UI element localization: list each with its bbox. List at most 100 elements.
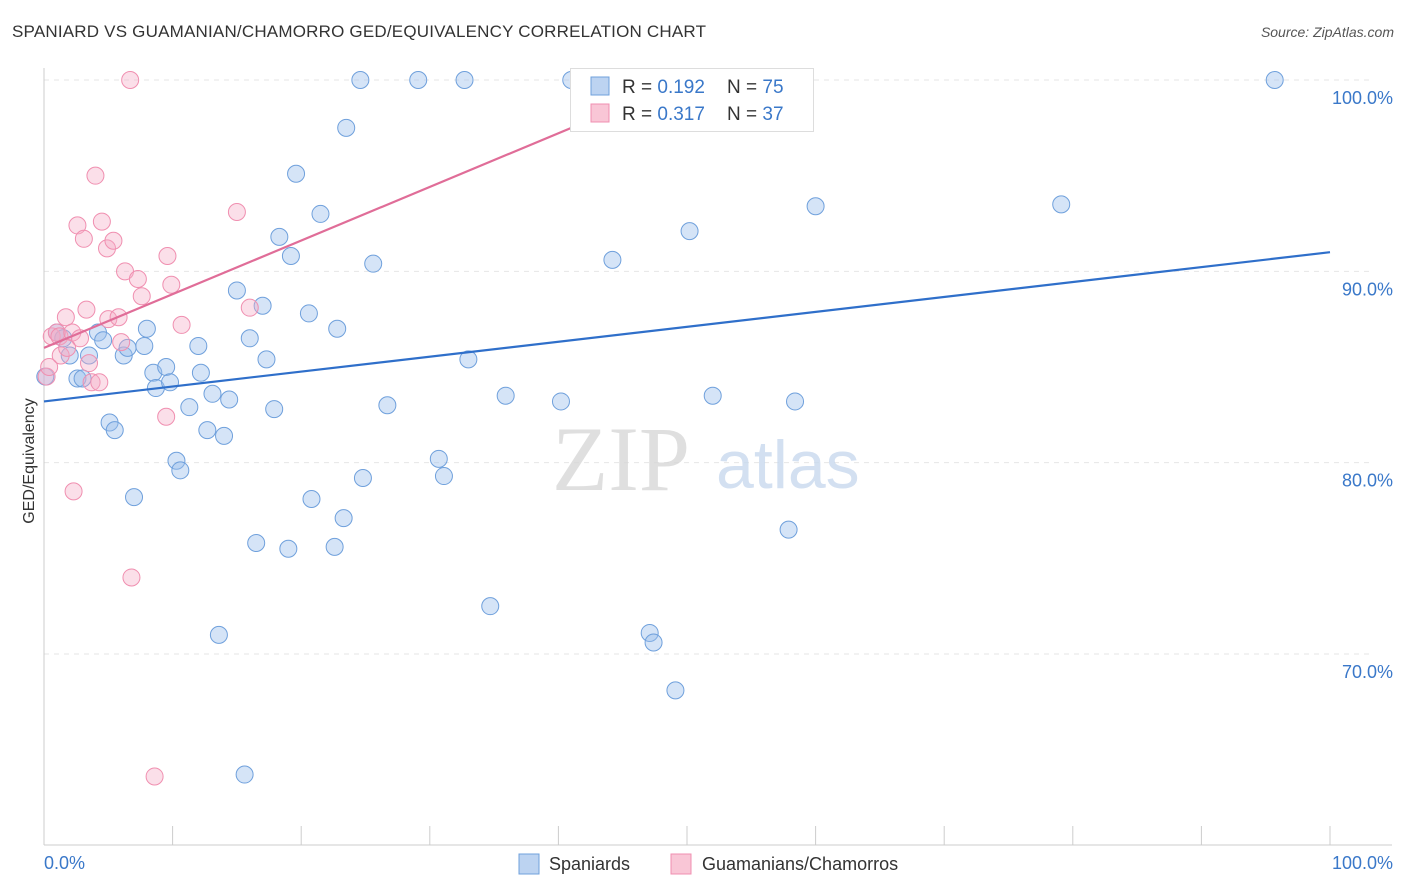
spaniard-point-30 [227,281,246,300]
guamanian-point-12 [80,354,99,373]
spaniard-point-69 [786,392,805,411]
spaniard-point-46 [334,509,353,528]
spaniard-point-57 [481,597,500,616]
legend-swatch-spaniards [590,76,610,96]
watermark-atlas: atlas [716,427,860,503]
series-spaniards [36,71,1284,784]
spaniard-point-28 [215,426,234,445]
guamanian-point-19 [104,231,123,250]
bottom-label-guamanians: Guamanians/Chamorros [702,854,898,874]
guamanian-point-10 [74,229,93,248]
spaniard-point-66 [680,222,699,241]
spaniard-point-39 [281,247,300,266]
guamanian-point-5 [56,308,75,327]
guamanian-point-23 [121,71,140,89]
y-tick-label-70: 70.0% [1342,662,1393,682]
y-axis-label: GED/Equivalency [21,398,38,523]
x-tick-label-start: 0.0% [44,853,85,873]
spaniard-point-27 [209,625,228,644]
guamanian-point-16 [92,212,111,231]
spaniard-point-53 [429,449,448,468]
legend-r-label-1: R = [622,104,657,125]
guamanian-point-11 [77,300,96,319]
spaniard-point-35 [257,350,276,369]
guamanian-point-26 [132,287,151,306]
spaniard-point-21 [171,461,190,480]
legend-r-value-0: 0.192 [657,77,705,98]
spaniard-point-61 [603,250,622,269]
guamanian-point-4 [51,346,70,365]
tick-labels: 70.0% 80.0% 90.0% 100.0% 0.0% 100.0% [44,88,1393,873]
guamanian-point-14 [86,166,105,185]
trend-lines [43,86,1331,403]
spaniard-point-20 [167,451,186,470]
svg-text:N = 37: N = 37 [727,104,784,125]
grid-lines [44,79,1370,655]
spaniard-point-51 [378,396,397,415]
spaniard-point-62 [640,623,659,642]
spaniard-point-4 [68,369,87,388]
spaniard-point-50 [364,254,383,273]
spaniard-point-71 [1052,195,1071,214]
spaniard-point-42 [302,490,321,509]
spaniard-point-58 [496,386,515,405]
spaniard-point-40 [287,164,306,183]
bottom-swatch-spaniards [518,853,540,875]
legend-n-value-1: 37 [762,104,783,125]
guamanian-point-15 [90,373,109,392]
spaniard-point-38 [279,539,298,558]
guamanian-point-31 [172,315,191,334]
spaniard-point-70 [806,197,825,216]
guamanian-point-30 [162,275,181,294]
spaniard-point-24 [191,363,210,382]
series-legend: Spaniards Guamanians/Chamorros [0,850,1406,880]
guamanian-point-24 [122,568,141,587]
spaniard-point-37 [270,227,289,246]
spaniard-point-36 [265,400,284,419]
spaniard-point-41 [299,304,318,323]
guamanian-point-21 [112,333,131,352]
spaniard-point-26 [203,384,222,403]
spaniard-point-18 [157,358,176,376]
bottom-label-spaniards: Spaniards [549,854,630,874]
guamanian-point-28 [157,407,176,426]
spaniard-point-49 [353,468,372,487]
spaniard-point-67 [703,386,722,405]
legend-n-label-1: N = [727,104,762,125]
legend-n-value-0: 75 [762,77,783,98]
guamanian-point-29 [158,247,177,266]
spaniard-point-72 [1265,71,1284,89]
spaniard-point-47 [337,118,356,137]
spaniard-point-32 [240,329,259,348]
axes [43,68,1392,846]
spaniard-point-54 [434,467,453,486]
spaniard-point-48 [351,71,370,89]
spaniard-point-63 [644,633,663,652]
spaniard-point-33 [247,534,266,553]
svg-text:R = 0.192: R = 0.192 [622,77,705,98]
spaniard-point-59 [551,392,570,411]
spaniard-point-29 [220,390,239,409]
stats-legend: R = 0.192 N = 75 R = 0.317 N = 37 [570,68,814,132]
svg-text:R = 0.317: R = 0.317 [622,104,705,125]
spaniard-point-52 [409,71,428,89]
spaniard-point-5 [73,369,92,388]
spaniard-point-44 [325,537,344,556]
spaniard-point-45 [328,319,347,338]
bottom-swatch-guamanians [670,853,692,875]
spaniard-point-10 [105,421,124,440]
x-tick-label-end: 100.0% [1332,853,1393,873]
spaniard-point-25 [198,421,217,440]
chart-title: SPANIARD VS GUAMANIAN/CHAMORRO GED/EQUIV… [12,22,707,41]
spaniard-point-68 [779,520,798,539]
guamanian-point-17 [98,239,117,258]
spaniard-point-31 [235,765,254,784]
legend-n-label-0: N = [727,77,762,98]
spaniard-point-14 [135,336,154,355]
spaniard-point-6 [80,346,99,365]
spaniard-point-56 [459,350,478,369]
guamanian-point-13 [82,373,101,392]
spaniard-point-23 [189,336,208,355]
guamanian-point-27 [145,767,164,786]
spaniard-point-22 [180,398,199,417]
